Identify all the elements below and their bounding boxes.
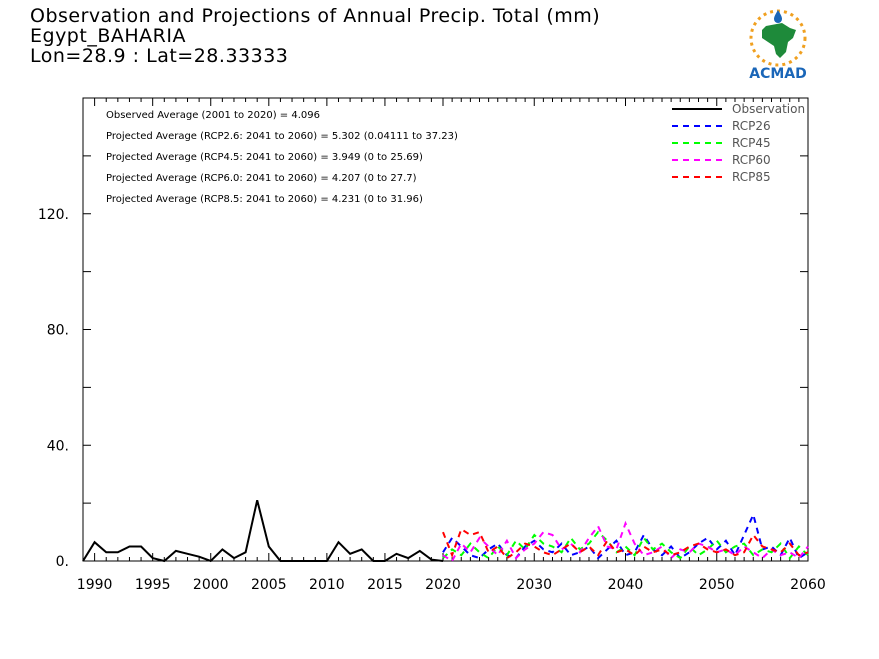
acmad-logo: ACMAD bbox=[738, 8, 818, 84]
x-tick-label: 2010 bbox=[309, 577, 345, 593]
x-tick-label: 1990 bbox=[77, 577, 113, 593]
series-line-observation bbox=[82, 499, 444, 563]
tick-marks bbox=[82, 97, 809, 562]
y-tick-labels: 0. 40. 80. 120. bbox=[38, 207, 69, 570]
x-tick-label: 2060 bbox=[790, 577, 826, 593]
legend-label-rcp85: RCP85 bbox=[732, 170, 771, 184]
legend-label-rcp45: RCP45 bbox=[732, 136, 771, 150]
stats-text-block: Observed Average (2001 to 2020) = 4.096 … bbox=[106, 110, 458, 205]
legend-label-observation: Observation bbox=[732, 102, 805, 116]
x-tick-label: 1995 bbox=[135, 577, 171, 593]
stats-line-rcp85: Projected Average (RCP8.5: 2041 to 2060)… bbox=[106, 194, 423, 205]
plot-frame bbox=[82, 97, 809, 562]
station-coordinates: Lon=28.9 : Lat=28.33333 bbox=[30, 45, 289, 67]
acmad-logo-text: ACMAD bbox=[749, 66, 807, 82]
x-tick-label: 2040 bbox=[608, 577, 644, 593]
stats-line-rcp45: Projected Average (RCP4.5: 2041 to 2060)… bbox=[106, 152, 423, 163]
x-tick-label: 2005 bbox=[251, 577, 287, 593]
y-tick-label: 0. bbox=[56, 554, 69, 570]
station-name: Egypt_BAHARIA bbox=[30, 25, 186, 47]
acmad-logo-icon bbox=[749, 9, 807, 67]
y-tick-label: 80. bbox=[47, 323, 69, 339]
stats-line-observed: Observed Average (2001 to 2020) = 4.096 bbox=[106, 110, 320, 121]
x-tick-label: 2015 bbox=[367, 577, 403, 593]
legend-label-rcp60: RCP60 bbox=[732, 153, 771, 167]
legend: Observation RCP26 RCP45 RCP60 RCP85 bbox=[672, 102, 805, 184]
chart-title-block: Observation and Projections of Annual Pr… bbox=[30, 6, 600, 66]
series-line-rcp26 bbox=[442, 511, 809, 560]
chart-title: Observation and Projections of Annual Pr… bbox=[30, 5, 601, 27]
series-line-rcp85 bbox=[442, 527, 809, 560]
x-tick-label: 2000 bbox=[193, 577, 229, 593]
series-lines bbox=[82, 499, 809, 563]
stats-line-rcp26: Projected Average (RCP2.6: 2041 to 2060)… bbox=[106, 131, 458, 142]
x-tick-label: 2030 bbox=[516, 577, 552, 593]
x-tick-label: 2050 bbox=[699, 577, 735, 593]
y-tick-label: 120. bbox=[38, 207, 69, 223]
stats-line-rcp60: Projected Average (RCP6.0: 2041 to 2060)… bbox=[106, 173, 417, 184]
y-tick-label: 40. bbox=[47, 438, 69, 454]
x-tick-labels: 1990 1995 2000 2005 2010 2015 2020 2030 2040 2050… bbox=[77, 577, 826, 593]
legend-label-rcp26: RCP26 bbox=[732, 119, 771, 133]
x-tick-label: 2020 bbox=[425, 577, 461, 593]
